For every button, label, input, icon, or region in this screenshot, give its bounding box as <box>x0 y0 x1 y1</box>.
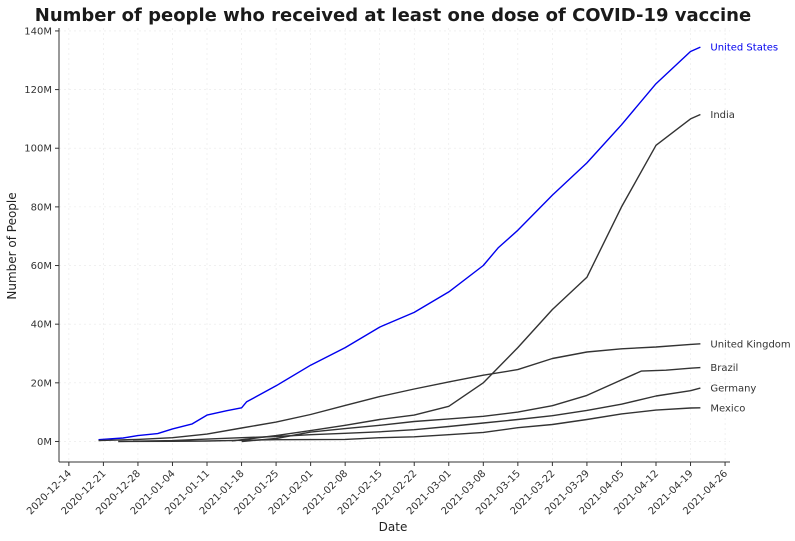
series-label-mexico: Mexico <box>710 403 745 414</box>
series-line-germany <box>132 387 701 442</box>
series-label-india: India <box>710 110 735 121</box>
y-axis-label: Number of People <box>5 192 19 299</box>
series-label-united-states: United States <box>710 43 778 54</box>
series-line-mexico <box>118 407 701 443</box>
series-label-united-kingdom: United Kingdom <box>710 339 790 350</box>
series-labels: United States India United Kingdom Brazil Ge… <box>710 43 790 415</box>
y-tick-label: 0M <box>37 437 52 448</box>
x-axis-label: Date <box>379 520 408 534</box>
series-label-brazil: Brazil <box>710 363 738 374</box>
y-tick-label: 120M <box>24 85 52 96</box>
series-line-united-states <box>98 46 701 441</box>
y-tick-label: 80M <box>31 202 52 213</box>
chart-title: Number of people who received at least o… <box>35 5 751 26</box>
x-axis-ticks: 2020-12-142020-12-212020-12-282021-01-04… <box>25 462 730 517</box>
y-tick-label: 20M <box>31 378 52 389</box>
y-tick-label: 140M <box>24 26 52 37</box>
series-line-india <box>231 113 701 442</box>
y-tick-label: 40M <box>31 320 52 331</box>
series-line-brazil <box>241 366 701 443</box>
series-lines <box>98 46 701 443</box>
axes <box>58 28 730 463</box>
y-tick-label: 60M <box>31 261 52 272</box>
series-line-united-kingdom <box>98 343 701 442</box>
grid <box>59 28 730 462</box>
series-label-germany: Germany <box>710 384 756 395</box>
y-axis-ticks: 0M 20M 40M 60M 80M 100M 120M 140M <box>24 26 59 448</box>
y-tick-label: 100M <box>24 144 52 155</box>
